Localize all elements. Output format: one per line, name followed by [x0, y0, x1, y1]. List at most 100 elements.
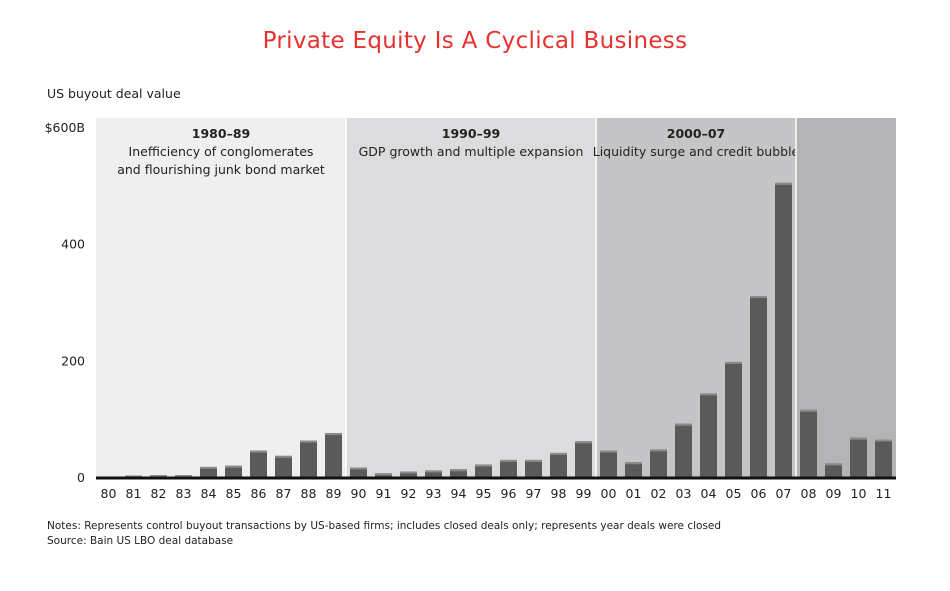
bar-94 — [450, 469, 467, 478]
era-1-years: 1980–89 — [192, 126, 250, 141]
bar-cap-88 — [300, 440, 317, 443]
bar-cap-07 — [775, 182, 792, 185]
bar-02 — [650, 449, 667, 478]
x-tick-label-08: 08 — [801, 486, 817, 501]
bar-96 — [500, 459, 517, 478]
x-tick-label-07: 07 — [776, 486, 792, 501]
bar-91 — [375, 473, 392, 478]
bar-cap-85 — [225, 465, 242, 468]
bar-87 — [275, 455, 292, 478]
chart-title: Private Equity Is A Cyclical Business — [262, 28, 688, 54]
era-band-2 — [346, 118, 596, 478]
x-tick-label-99: 99 — [576, 486, 592, 501]
bar-98 — [550, 452, 567, 478]
bar-cap-00 — [600, 450, 617, 453]
era-2-years: 1990–99 — [442, 126, 500, 141]
bar-cap-09 — [825, 463, 842, 466]
bar-95 — [475, 464, 492, 478]
x-tick-label-05: 05 — [726, 486, 742, 501]
bar-cap-83 — [175, 475, 192, 478]
bar-cap-98 — [550, 452, 567, 455]
x-tick-label-06: 06 — [751, 486, 767, 501]
x-tick-label-91: 91 — [376, 486, 392, 501]
x-tick-label-98: 98 — [551, 486, 567, 501]
bar-97 — [525, 459, 542, 478]
chart-notes: Notes: Represents control buyout transac… — [47, 519, 721, 549]
x-tick-label-11: 11 — [876, 486, 892, 501]
bar-99 — [575, 441, 592, 478]
bar-08 — [800, 409, 817, 478]
x-tick-label-09: 09 — [826, 486, 842, 501]
bar-09 — [825, 463, 842, 478]
bar-cap-02 — [650, 449, 667, 452]
bar-cap-10 — [850, 437, 867, 440]
bar-cap-84 — [200, 466, 217, 469]
bar-85 — [225, 465, 242, 478]
bar-cap-01 — [625, 462, 642, 465]
bar-cap-05 — [725, 361, 742, 364]
bar-cap-06 — [750, 296, 767, 298]
bar-cap-92 — [400, 471, 417, 474]
x-tick-label-90: 90 — [351, 486, 367, 501]
bar-88 — [300, 440, 317, 478]
y-tick-label-400: 400 — [61, 237, 85, 252]
x-tick-label-87: 87 — [276, 486, 292, 501]
notes-text: Notes: Represents control buyout transac… — [47, 520, 722, 532]
era-3-desc1: Liquidity surge and credit bubble — [593, 144, 800, 159]
bar-89 — [325, 433, 342, 478]
bar-86 — [250, 450, 267, 478]
bar-cap-03 — [675, 423, 692, 426]
x-tick-label-01: 01 — [626, 486, 642, 501]
x-tick-label-96: 96 — [501, 486, 517, 501]
x-tick-label-04: 04 — [701, 486, 717, 501]
bar-cap-94 — [450, 469, 467, 472]
y-tick-label-600: $600B — [45, 120, 85, 135]
bar-84 — [200, 466, 217, 478]
bar-cap-87 — [275, 455, 292, 458]
bar-00 — [600, 450, 617, 478]
y-tick-label-0: 0 — [77, 470, 85, 485]
era-2-desc1: GDP growth and multiple expansion — [359, 144, 584, 159]
x-tick-label-89: 89 — [326, 486, 342, 501]
bar-92 — [400, 471, 417, 478]
x-tick-label-82: 82 — [151, 486, 167, 501]
x-tick-label-80: 80 — [101, 486, 117, 501]
x-tick-label-95: 95 — [476, 486, 492, 501]
x-tick-label-02: 02 — [651, 486, 667, 501]
bar-cap-95 — [475, 464, 492, 467]
x-tick-label-93: 93 — [426, 486, 442, 501]
bar-11 — [875, 439, 892, 478]
bar-cap-11 — [875, 439, 892, 442]
bar-cap-04 — [700, 393, 717, 396]
bar-cap-86 — [250, 450, 267, 453]
bar-06 — [750, 296, 767, 478]
bar-cap-99 — [575, 441, 592, 444]
bar-03 — [675, 423, 692, 478]
x-tick-label-10: 10 — [851, 486, 867, 501]
bar-07 — [775, 182, 792, 479]
bar-10 — [850, 437, 867, 478]
era-1-desc1: Inefficiency of conglomerates — [129, 144, 314, 159]
x-tick-label-84: 84 — [201, 486, 217, 501]
x-tick-label-94: 94 — [451, 486, 467, 501]
bar-cap-90 — [350, 467, 367, 470]
era-band-1 — [96, 118, 346, 478]
x-tick-label-88: 88 — [301, 486, 317, 501]
x-tick-label-86: 86 — [251, 486, 267, 501]
source-text: Source: Bain US LBO deal database — [47, 535, 234, 547]
era-1-desc2: and flourishing junk bond market — [117, 162, 325, 177]
era-3-years: 2000–07 — [667, 126, 725, 141]
bar-cap-97 — [525, 459, 542, 462]
x-tick-label-83: 83 — [176, 486, 192, 501]
x-tick-label-92: 92 — [401, 486, 417, 501]
y-axis-label: US buyout deal value — [47, 86, 181, 101]
bar-01 — [625, 462, 642, 478]
y-tick-label-200: 200 — [61, 353, 85, 368]
bar-05 — [725, 361, 742, 478]
bar-04 — [700, 393, 717, 478]
x-tick-label-00: 00 — [601, 486, 617, 501]
bar-cap-08 — [800, 409, 817, 412]
x-tick-label-81: 81 — [126, 486, 142, 501]
x-tick-label-03: 03 — [676, 486, 692, 501]
